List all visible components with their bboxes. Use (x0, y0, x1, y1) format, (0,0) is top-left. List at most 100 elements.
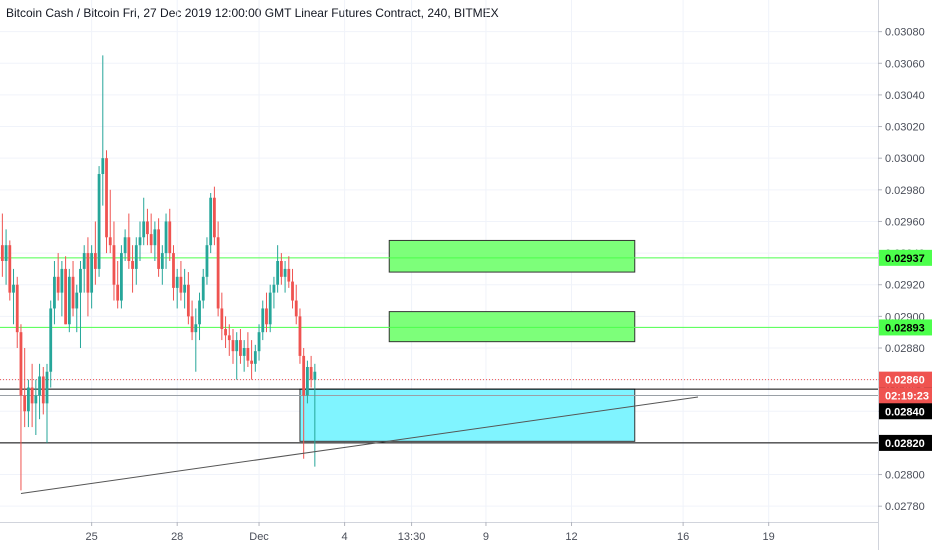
candle-body (134, 245, 138, 269)
candle-body (30, 387, 34, 404)
price-badge: 0.02893 (885, 322, 925, 334)
candle-body (220, 308, 224, 330)
candle-body (82, 253, 86, 269)
price-tick-label: 0.02980 (885, 185, 925, 197)
time-tick-label: 19 (763, 531, 775, 543)
candle-body (23, 395, 27, 412)
price-badge-0-02840-bg (879, 403, 932, 420)
candle-body (224, 329, 227, 336)
candle-body (79, 268, 82, 293)
price-tick-label: 0.02880 (885, 343, 925, 355)
candle-body (149, 234, 153, 246)
candle-body (90, 253, 94, 293)
candle-body (0, 245, 4, 261)
candle-body (86, 253, 90, 293)
price-badge: 0.02937 (885, 253, 925, 265)
candle-body (272, 284, 276, 293)
candle-body (142, 221, 146, 238)
candle-body (168, 221, 172, 254)
horizontal-lines (0, 257, 878, 444)
candle-body (67, 276, 71, 325)
last-price-badge: 0.02860 (885, 375, 925, 387)
price-tick-label: 0.02920 (885, 280, 925, 292)
candle-body (27, 387, 30, 412)
candle-body (108, 237, 112, 246)
time-tick-label: 12 (565, 531, 577, 543)
last-price-badge-bg (879, 371, 932, 388)
price-badge-bg (879, 434, 932, 451)
candle-body (101, 158, 105, 174)
candle-body (75, 292, 79, 309)
time-tick-label: Dec (249, 531, 269, 543)
candle-body (261, 308, 265, 333)
candle-body (146, 221, 149, 235)
candle-body (209, 197, 213, 246)
candle-body (179, 276, 183, 293)
price-tick-label: 0.02780 (885, 501, 925, 513)
countdown-badge-bg (879, 387, 932, 404)
candle-body (93, 253, 97, 269)
candle-body (306, 366, 309, 396)
candle-body (97, 174, 101, 269)
candle-body (45, 371, 49, 404)
candle-body (246, 348, 250, 361)
candle-body (265, 308, 268, 325)
candle-body (287, 268, 291, 282)
candle-body (60, 268, 64, 293)
time-tick-label: 4 (342, 531, 348, 543)
candle-body (120, 253, 123, 301)
candle-body (250, 360, 253, 364)
candle-body (231, 340, 235, 352)
candle-body (216, 237, 220, 309)
candle-body (71, 276, 75, 309)
price-tick-label: 0.03040 (885, 90, 925, 102)
price-tick-label: 0.02960 (885, 216, 925, 228)
candle-body (257, 332, 261, 352)
time-tick-label: 13:30 (398, 531, 426, 543)
candle-body (15, 284, 19, 333)
candle-body (213, 197, 216, 238)
candle-body (183, 284, 187, 293)
candle-body (12, 284, 15, 293)
chart-title: Bitcoin Cash / Bitcoin Fri, 27 Dec 2019 … (6, 6, 499, 20)
candle-body (41, 376, 45, 404)
candle-body (157, 229, 160, 269)
candle-body (53, 276, 56, 309)
candle-body (4, 245, 8, 261)
price-axis[interactable]: 0.03080 0.03060 0.03040 0.03020 0.03000 0.029… (878, 0, 932, 550)
price-badge-bg (879, 249, 932, 266)
price-tick-label: 0.03080 (885, 27, 925, 39)
price-tick-label: 0.03020 (885, 122, 925, 134)
zone-box (388, 311, 636, 343)
candle-body (198, 300, 201, 325)
time-tick-label: 9 (483, 531, 489, 543)
candle-body (164, 221, 168, 254)
candle-body (205, 245, 209, 277)
candle-body (309, 366, 313, 380)
candle-body (291, 281, 294, 301)
zone-box (388, 239, 636, 273)
candle-body (279, 261, 283, 277)
time-tick-label: 25 (86, 531, 98, 543)
price-badge: 0.02820 (885, 438, 925, 450)
candle-body (302, 355, 306, 396)
candle-body (64, 268, 67, 325)
candle-body (283, 268, 287, 277)
candlesticks (0, 55, 317, 491)
zone-box (299, 388, 636, 442)
candle-body (127, 237, 131, 261)
candle-body (123, 237, 127, 254)
candle-body (160, 253, 164, 269)
candle-body (138, 237, 142, 246)
candle-body (153, 229, 157, 246)
candle-body (105, 158, 108, 238)
support-trendline (20, 396, 699, 495)
time-axis[interactable]: 25 28 Dec 4 13:30 9 12 16 19 (0, 522, 878, 543)
candle-body (49, 308, 53, 372)
candle-body (56, 276, 60, 293)
candle-body (242, 348, 246, 356)
candle-body (253, 351, 257, 364)
drawing-zones (299, 239, 636, 442)
candle-body (235, 340, 239, 352)
